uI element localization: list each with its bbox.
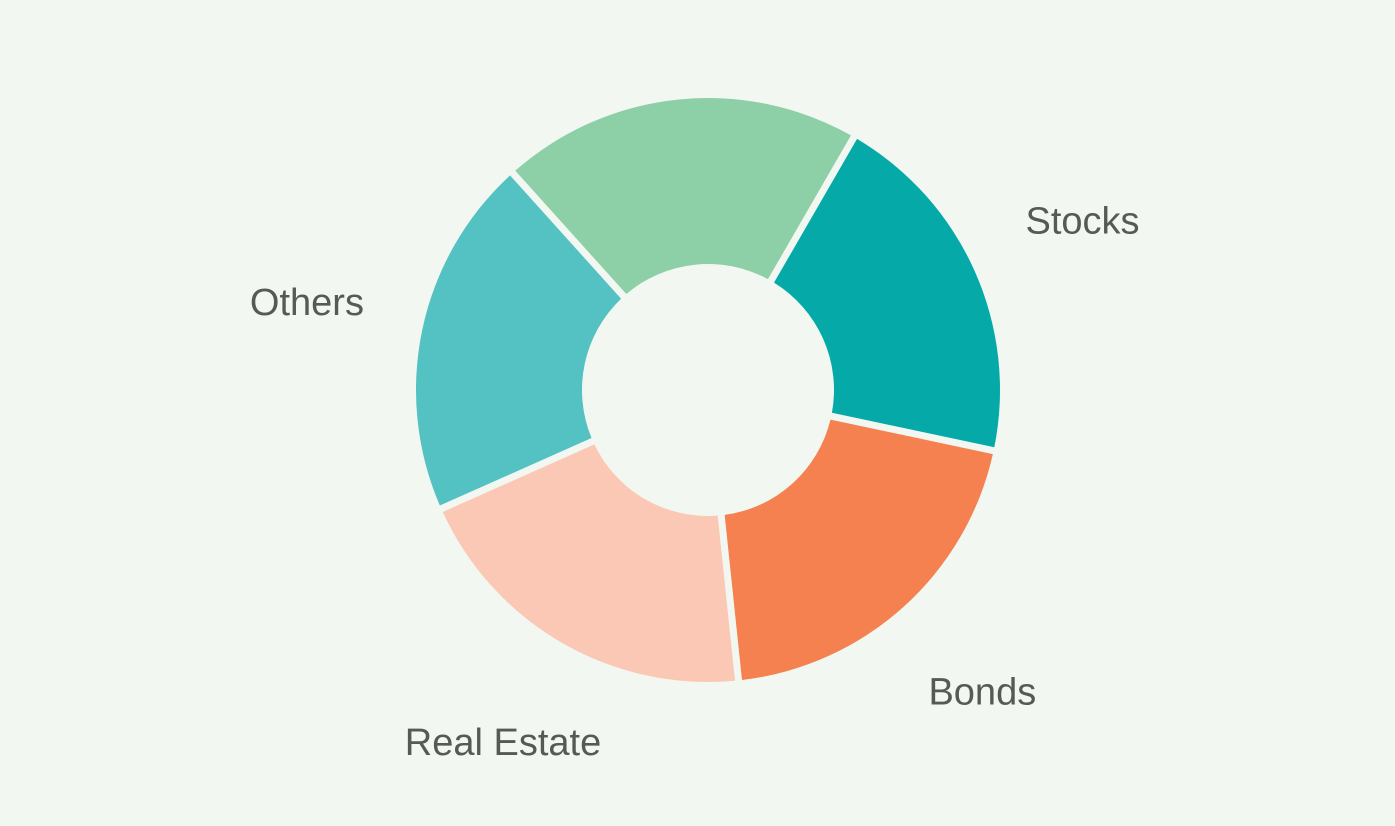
donut-slices [416,98,1001,683]
slice-cash [515,98,851,295]
label-bonds: Bonds [928,672,1036,714]
label-cash: Cash [621,0,710,1]
label-others: Others [250,282,364,324]
slice-others [416,175,622,506]
label-stocks: Stocks [1026,200,1140,242]
slice-real-estate [442,444,736,683]
label-real-estate: Real Estate [405,722,601,764]
slice-stocks [774,138,1001,448]
slice-bonds [724,419,993,681]
donut-labels: Stocks Bonds Real Estate Others Cash [250,0,1140,764]
